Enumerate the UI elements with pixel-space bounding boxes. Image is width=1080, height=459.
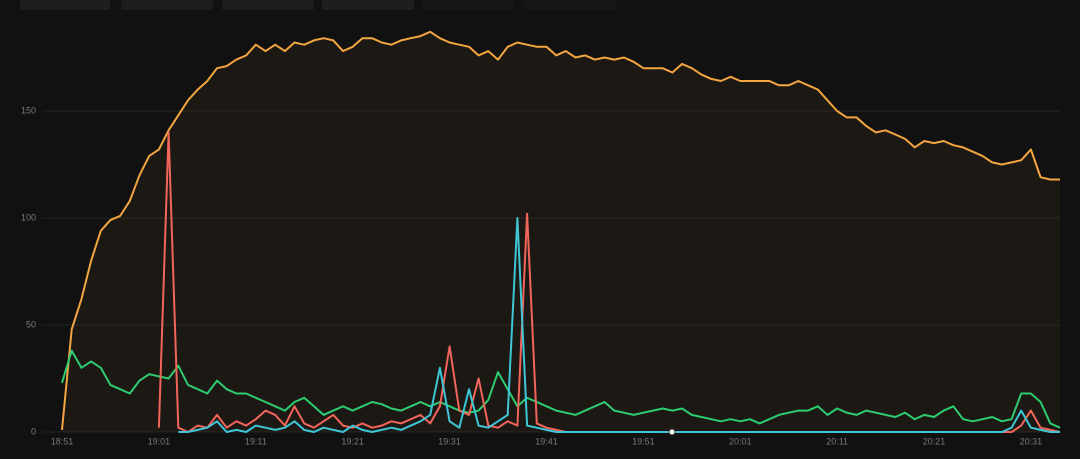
y-tick-label: 100 (21, 212, 36, 222)
x-tick-label: 19:11 (245, 436, 267, 446)
x-tick-label: 19:31 (438, 436, 461, 446)
cursor-dot[interactable] (668, 428, 676, 436)
x-tick-label: 20:01 (729, 436, 752, 446)
line (61, 349, 1061, 429)
x-tick-label: 19:41 (535, 436, 558, 446)
x-tick-label: 20:11 (826, 436, 848, 446)
x-tick-label: 19:21 (341, 436, 364, 446)
line (61, 30, 1060, 430)
tab[interactable] (524, 0, 616, 10)
x-tick-label: 19:51 (632, 436, 655, 446)
tab[interactable] (121, 0, 213, 10)
x-tick-label: 20:21 (923, 436, 946, 446)
tab[interactable] (222, 0, 314, 10)
tab[interactable] (322, 0, 414, 10)
x-tick-label: 20:31 (1020, 436, 1043, 446)
area (62, 31, 1060, 433)
y-tick-label: 50 (26, 319, 36, 329)
y-tick-label: 150 (21, 105, 36, 115)
x-tick-label: 19:01 (148, 436, 171, 446)
tab[interactable] (423, 0, 515, 10)
plot: 0 50 100 150 18:51 19:01 19:11 19:21 19:31 19:41 1… (21, 30, 1061, 446)
tab[interactable] (20, 0, 110, 10)
x-tick-label: 18:51 (51, 436, 74, 446)
line (178, 217, 1060, 433)
y-tick-label: 0 (31, 426, 36, 436)
